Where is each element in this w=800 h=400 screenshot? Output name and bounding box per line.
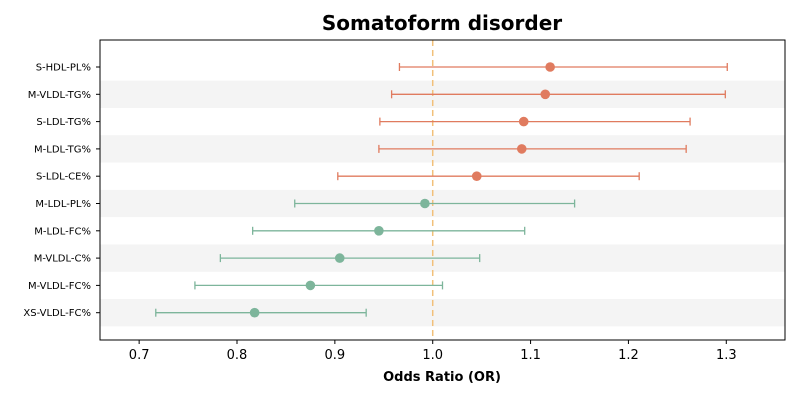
y-tick-label: XS-VLDL-FC%	[23, 308, 91, 319]
or-point	[545, 62, 555, 72]
or-point	[516, 144, 527, 154]
data-marks	[155, 62, 728, 318]
x-tick-label: 1.2	[618, 348, 639, 363]
x-tick-label: 1.3	[716, 348, 737, 363]
or-point	[305, 280, 316, 291]
or-point	[420, 198, 430, 209]
or-point	[471, 171, 482, 181]
x-tick-label: 1.1	[520, 348, 541, 363]
y-tick-label: M-LDL-FC%	[34, 226, 91, 237]
y-tick-label: M-LDL-PL%	[35, 199, 91, 210]
y-tick-label: M-VLDL-TG%	[28, 90, 91, 101]
y-tick-label: S-LDL-CE%	[36, 172, 91, 183]
or-point	[249, 307, 260, 318]
y-tick-label: M-VLDL-C%	[34, 254, 91, 265]
y-tick-label: S-LDL-TG%	[36, 117, 91, 128]
y-axis: S-HDL-PL% M-VLDL-TG% S-LDL-TG% M-LDL-TG% S-L…	[23, 63, 100, 319]
or-point	[540, 89, 551, 100]
or-point	[334, 253, 345, 263]
y-tick-label: S-HDL-PL%	[36, 63, 91, 74]
chart-title: Somatoform disorder	[322, 11, 562, 35]
or-point	[374, 226, 384, 236]
x-tick-label: 0.9	[325, 348, 346, 363]
x-axis: 0.7 0.8 0.9 1.0 1.1 1.2 1.3	[129, 340, 737, 363]
x-tick-label: 0.8	[227, 348, 248, 363]
or-point	[518, 116, 529, 127]
plot-frame	[99, 39, 786, 341]
y-tick-label: M-VLDL-FC%	[28, 281, 91, 292]
x-tick-label: 0.7	[129, 348, 150, 363]
x-tick-label: 1.0	[422, 348, 443, 363]
y-tick-label: M-LDL-TG%	[34, 144, 91, 155]
x-axis-label: Odds Ratio (OR)	[383, 370, 501, 385]
